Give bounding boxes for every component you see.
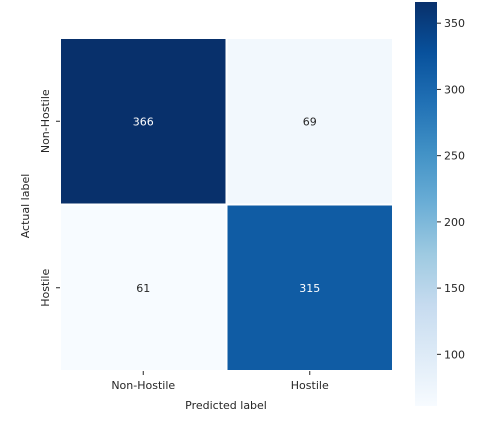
heatmap-cell-1-0 (59, 203, 228, 372)
heatmap-cell-0-1 (225, 37, 394, 206)
heatmap-annotations: 366 69 61 315 (133, 115, 321, 295)
colorbar-tick-label: 250 (444, 150, 465, 163)
heatmap-cells (59, 37, 394, 372)
colorbar-tick-label: 100 (444, 348, 465, 361)
x-axis-ticks: Non-Hostile Hostile (111, 371, 329, 392)
colorbar-ticks: 100 150 200 250 300 350 (437, 17, 465, 361)
y-tick-label: Hostile (39, 269, 52, 307)
heatmap-annotation-0-0: 366 (133, 115, 154, 128)
heatmap-annotation-1-1: 315 (299, 282, 320, 295)
heatmap-cell-0-0 (59, 37, 228, 206)
heatmap-annotation-0-1: 69 (303, 115, 317, 128)
x-axis-label: Predicted label (185, 399, 267, 412)
colorbar-tick-label: 200 (444, 216, 465, 229)
x-tick-label: Non-Hostile (111, 379, 175, 392)
colorbar (415, 2, 437, 406)
x-tick-label: Hostile (291, 379, 329, 392)
colorbar-tick-label: 300 (444, 83, 465, 96)
y-axis-label: Actual label (19, 174, 32, 239)
y-tick-label: Non-Hostile (39, 89, 52, 153)
y-axis-ticks: Non-Hostile Hostile (39, 89, 60, 307)
colorbar-tick-label: 150 (444, 282, 465, 295)
heatmap-annotation-1-0: 61 (136, 282, 150, 295)
colorbar-gradient (415, 2, 437, 406)
colorbar-tick-label: 350 (444, 17, 465, 30)
heatmap-cell-1-1 (225, 203, 394, 372)
